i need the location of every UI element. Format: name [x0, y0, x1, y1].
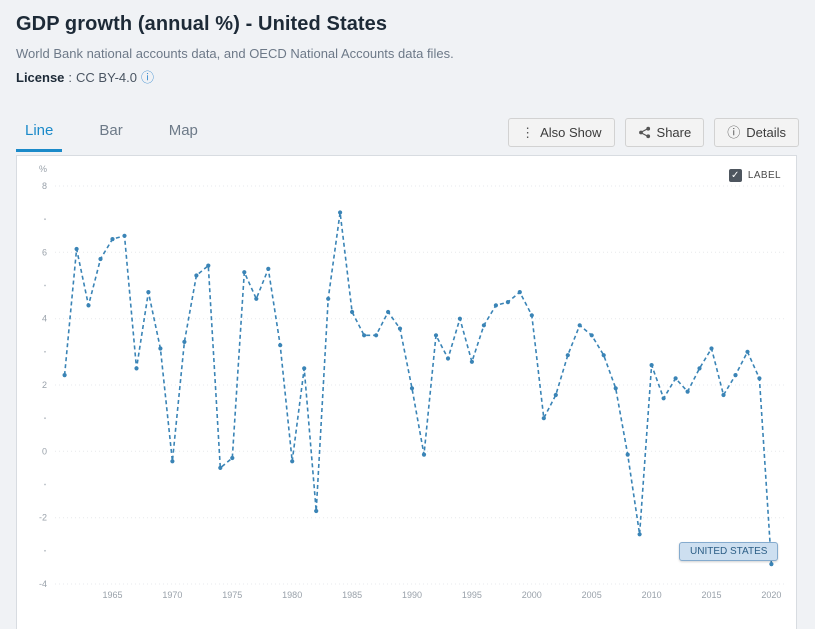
svg-text:1970: 1970 — [162, 590, 182, 600]
svg-text:2015: 2015 — [701, 590, 721, 600]
license-label: License — [16, 70, 65, 85]
tab-bar: Line Bar Map — [16, 113, 235, 152]
svg-text:1985: 1985 — [342, 590, 362, 600]
share-icon — [638, 126, 650, 138]
svg-text:4: 4 — [42, 314, 47, 324]
svg-text:2000: 2000 — [522, 590, 542, 600]
license-separator: : — [68, 70, 73, 85]
action-share-button[interactable]: Share — [624, 117, 705, 147]
label-toggle: ✓ LABEL — [728, 169, 781, 182]
label-toggle-text: LABEL — [747, 170, 781, 181]
svg-text:%: % — [39, 164, 47, 174]
svg-text:2: 2 — [42, 380, 47, 390]
svg-text:1975: 1975 — [222, 590, 242, 600]
svg-text:1980: 1980 — [282, 590, 302, 600]
gdp-line-chart[interactable]: 8 6 4 2 0 -2 -4% 1965 1970 1975 1980 1985 1990 1995 20… — [17, 156, 796, 629]
label-checkbox-icon[interactable]: ✓ — [728, 169, 742, 182]
svg-text:2020: 2020 — [761, 590, 781, 600]
tab-line[interactable]: Line — [16, 113, 63, 152]
svg-text:-2: -2 — [39, 513, 47, 523]
kebab-icon: ⋮ — [521, 124, 535, 140]
action-also-show-button[interactable]: ⋮ Also Show — [508, 117, 615, 147]
svg-text:-4: -4 — [39, 579, 47, 589]
svg-text:1965: 1965 — [102, 590, 122, 600]
license-info-icon[interactable]: ⓘ — [140, 70, 154, 85]
action-details-button[interactable]: ⓘ Details — [714, 117, 799, 147]
action-label: Details — [746, 124, 786, 140]
svg-text:1995: 1995 — [462, 590, 482, 600]
toolbar: Line Bar Map ⋮ Also Show Share ⓘ Details — [16, 112, 799, 152]
info-icon: ⓘ — [727, 124, 741, 140]
svg-text:1990: 1990 — [402, 590, 422, 600]
svg-text:8: 8 — [42, 181, 47, 191]
header: GDP growth (annual %) - United States Wo… — [0, 0, 815, 85]
chart-panel: 8 6 4 2 0 -2 -4% 1965 1970 1975 1980 1985 1990 1995 20… — [16, 155, 797, 629]
source-note: World Bank national accounts data, and O… — [16, 46, 454, 61]
license-value: CC BY-4.0 — [76, 70, 137, 85]
tab-bar[interactable]: Bar — [99, 122, 123, 139]
svg-text:6: 6 — [42, 247, 47, 257]
svg-text:2010: 2010 — [642, 590, 662, 600]
action-label: Also Show — [540, 124, 602, 140]
country-label[interactable]: UNITED STATES — [679, 542, 779, 561]
svg-text:2005: 2005 — [582, 590, 602, 600]
svg-text:0: 0 — [42, 446, 47, 456]
license-row: License : CC BY-4.0 ⓘ — [16, 70, 799, 85]
actions-bar: ⋮ Also Show Share ⓘ Details — [508, 117, 799, 147]
page-title: GDP growth (annual %) - United States — [16, 13, 388, 35]
tab-map[interactable]: Map — [168, 122, 198, 139]
action-label: Share — [656, 124, 692, 140]
